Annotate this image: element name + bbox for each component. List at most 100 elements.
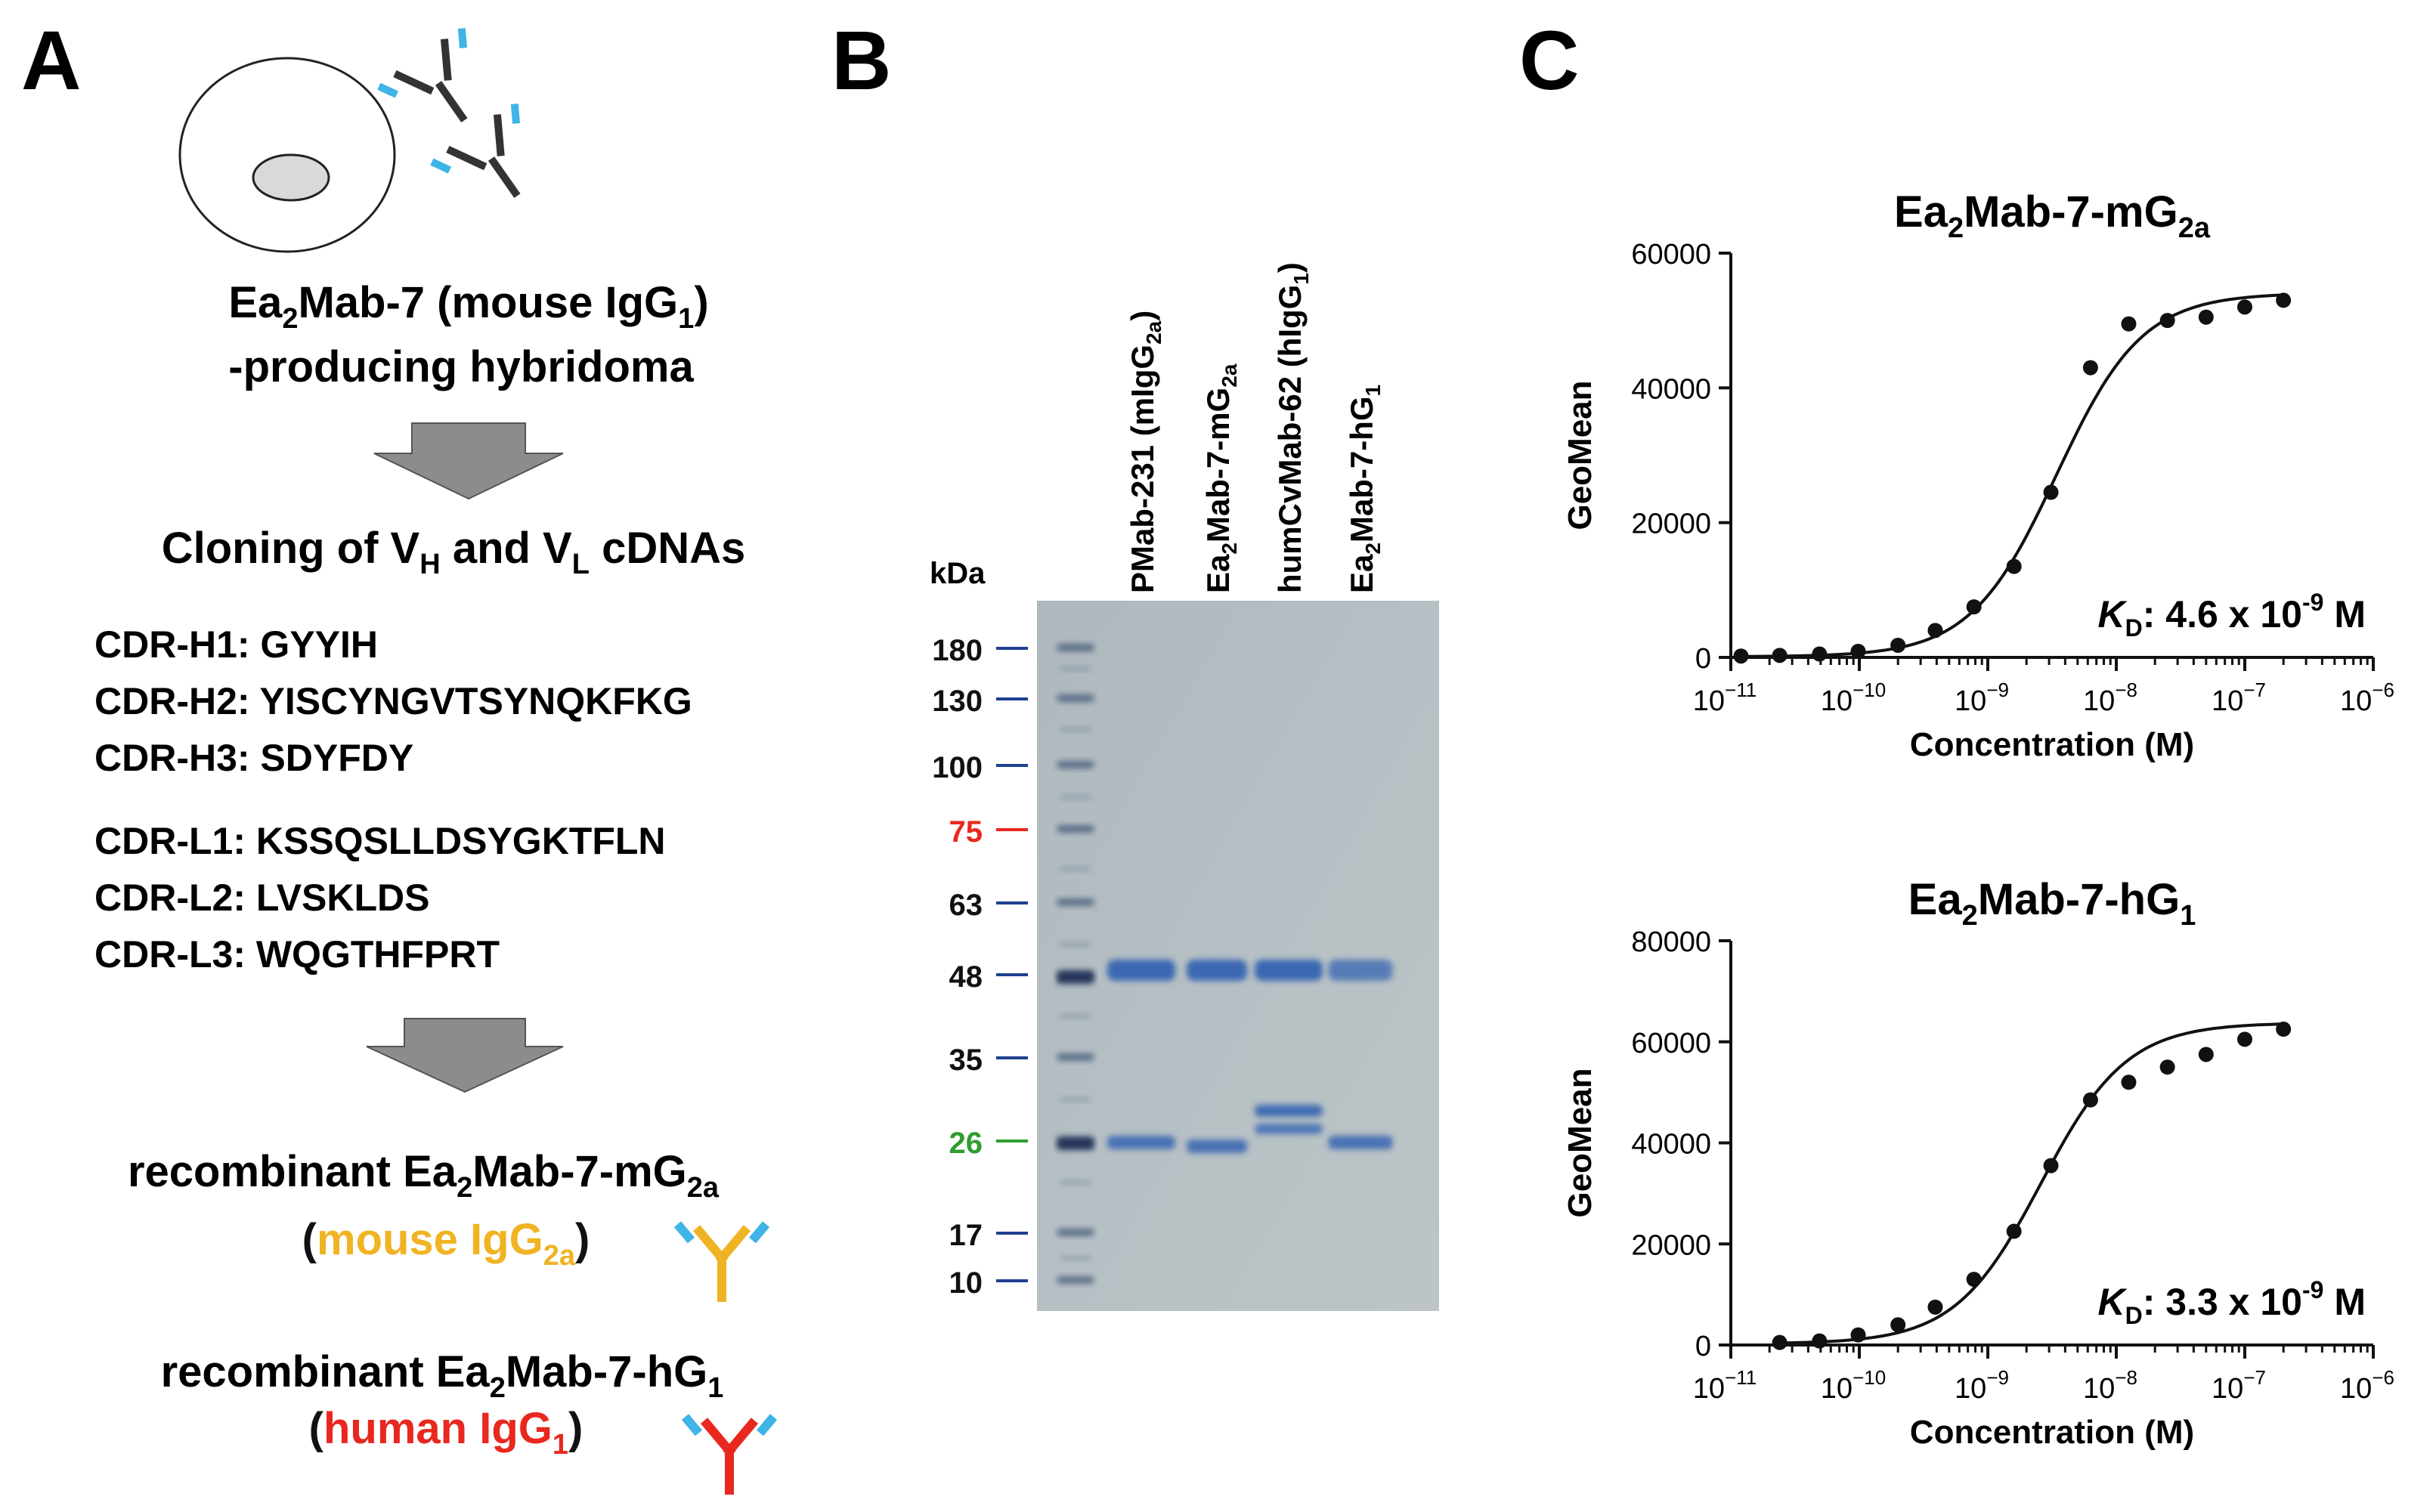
panel-a-letter: A (21, 14, 81, 107)
data-point (2006, 1223, 2022, 1239)
data-point (2082, 1092, 2098, 1108)
data-point (2237, 1031, 2252, 1047)
ladder-band (1057, 694, 1094, 702)
data-point (2198, 1047, 2214, 1062)
data-point (1890, 637, 1906, 653)
x-tick-label: 10−7 (2212, 1366, 2266, 1405)
lane-label-2: Ea2Mab-7-mG2a (1200, 363, 1241, 593)
panel-c: C Ea2Mab-7-mG2a 0 20000 40000 60000 10−11 10−1… (1519, 14, 2394, 1451)
data-point (1812, 1333, 1828, 1349)
ladder-band-faint (1060, 942, 1091, 947)
ladder-band (1057, 644, 1094, 651)
light-chain-band (1187, 1139, 1247, 1153)
x-tick-label: 10−9 (1955, 1366, 2009, 1405)
cdr-l1: CDR-L1: KSSQSLLDSYGKTFLN (94, 820, 666, 862)
x-tick-label: 10−8 (2083, 679, 2137, 717)
marker-label-130: 130 (932, 685, 983, 718)
binding-chart-mg2a: Ea2Mab-7-mG2a 0 20000 40000 60000 10−11 10−10 1… (1562, 187, 2394, 763)
data-point (2006, 558, 2022, 574)
light-chain-band (1328, 1136, 1393, 1149)
lane-label-4: Ea2Mab-7-hG1 (1344, 385, 1385, 593)
ladder-band (1057, 1276, 1094, 1284)
ladder-band-faint (1060, 867, 1091, 871)
panel-a: A Ea2Mab-7 (mouse IgG1) -producing hybri… (21, 14, 778, 1495)
x-tick-label: 10−11 (1693, 679, 1757, 717)
x-tick-label: 10−10 (1821, 679, 1886, 717)
panel-b-letter: B (831, 14, 891, 107)
y-tick-label: 20000 (1631, 1229, 1711, 1261)
data-point (2237, 299, 2252, 315)
secreted-antibody-icon-2 (430, 104, 521, 199)
marker-label-180: 180 (932, 634, 983, 667)
data-point (2043, 484, 2059, 500)
data-point (2159, 1059, 2175, 1075)
heavy-chain-band (1328, 960, 1393, 981)
mouse-igg2a-antibody-icon (673, 1221, 770, 1302)
data-point (2082, 360, 2098, 376)
y-tick-label: 20000 (1631, 509, 1711, 540)
marker-label-26: 26 (949, 1127, 983, 1160)
y-tick-label: 60000 (1631, 1028, 1711, 1059)
panel-c-letter: C (1519, 14, 1579, 107)
marker-label-17: 17 (949, 1219, 983, 1252)
ladder-band-faint (1060, 795, 1091, 799)
data-point (2121, 316, 2137, 332)
ladder-band-faint (1060, 666, 1091, 671)
kd-annotation: KD: 4.6 x 10-9 M (2098, 589, 2366, 642)
y-tick-label: 40000 (1631, 373, 1711, 405)
hybridoma-label: Ea2Mab-7 (mouse IgG1) (228, 278, 708, 335)
data-point (1850, 643, 1866, 659)
data-point (1890, 1317, 1906, 1333)
light-chain-band (1255, 1105, 1323, 1117)
data-point (2276, 1022, 2292, 1037)
mouse-igg2a-label: (mouse IgG2a) (302, 1215, 590, 1272)
y-tick-label: 60000 (1631, 239, 1711, 271)
ladder-band (1057, 1053, 1094, 1061)
x-tick-label: 10−6 (2340, 679, 2394, 717)
ladder-band (1057, 825, 1094, 833)
down-arrow-icon (373, 422, 564, 500)
marker-ladder: 180 130 100 75 63 48 35 26 17 10 (932, 634, 1094, 1300)
y-tick-label: 0 (1695, 1331, 1711, 1362)
secreted-antibody-icon-1 (377, 28, 468, 123)
chart-title: Ea2Mab-7-mG2a (1894, 187, 2211, 244)
ladder-band-faint (1060, 1014, 1091, 1019)
ladder-band (1057, 898, 1094, 906)
lane-label-3: humCvMab-62 (hIgG1) (1272, 262, 1313, 593)
cdr-l3: CDR-L3: WQGTHFPRT (94, 933, 500, 976)
cdr-h3: CDR-H3: SDYFDY (94, 737, 413, 779)
data-point (1966, 1272, 1982, 1288)
ladder-band (1057, 970, 1094, 984)
x-tick-label: 10−10 (1821, 1366, 1886, 1405)
panel-b: B kDa 180 130 100 75 63 48 35 26 17 10 PMab-231 (… (831, 14, 1439, 1311)
kda-unit-label: kDa (930, 557, 986, 590)
x-tick-label: 10−8 (2083, 1366, 2137, 1405)
data-point (2198, 309, 2214, 325)
cloning-label: Cloning of VH and VL cDNAs (162, 524, 746, 580)
ladder-band (1057, 761, 1094, 768)
y-tick-label: 0 (1695, 643, 1711, 675)
data-point (2043, 1158, 2059, 1173)
data-point (1850, 1327, 1866, 1343)
sds-page-gel (1037, 601, 1439, 1311)
heavy-chain-band (1187, 960, 1247, 981)
x-axis-label: Concentration (M) (1910, 1414, 2194, 1451)
human-igg1-label: (human IgG1) (309, 1404, 583, 1461)
human-igg1-antibody-icon (681, 1414, 778, 1495)
heavy-chain-band (1255, 960, 1323, 981)
data-point (1772, 1334, 1788, 1350)
data-point (1966, 599, 1982, 615)
kd-annotation: KD: 3.3 x 10-9 M (2098, 1276, 2366, 1329)
cdr-list: CDR-H1: GYYIH CDR-H2: YISCYNGVTSYNQKFKG … (94, 623, 692, 976)
ladder-band (1057, 1136, 1094, 1150)
cdr-l2: CDR-L2: LVSKLDS (94, 877, 430, 919)
ladder-band-faint (1060, 727, 1091, 731)
x-tick-label: 10−7 (2212, 679, 2266, 717)
cdr-h2: CDR-H2: YISCYNGVTSYNQKFKG (94, 680, 692, 722)
data-point (2121, 1074, 2137, 1090)
hybridoma-label-line2: -producing hybridoma (228, 342, 694, 391)
marker-label-35: 35 (949, 1044, 983, 1077)
y-tick-label: 80000 (1631, 926, 1711, 958)
chart-title: Ea2Mab-7-hG1 (1908, 875, 2196, 932)
